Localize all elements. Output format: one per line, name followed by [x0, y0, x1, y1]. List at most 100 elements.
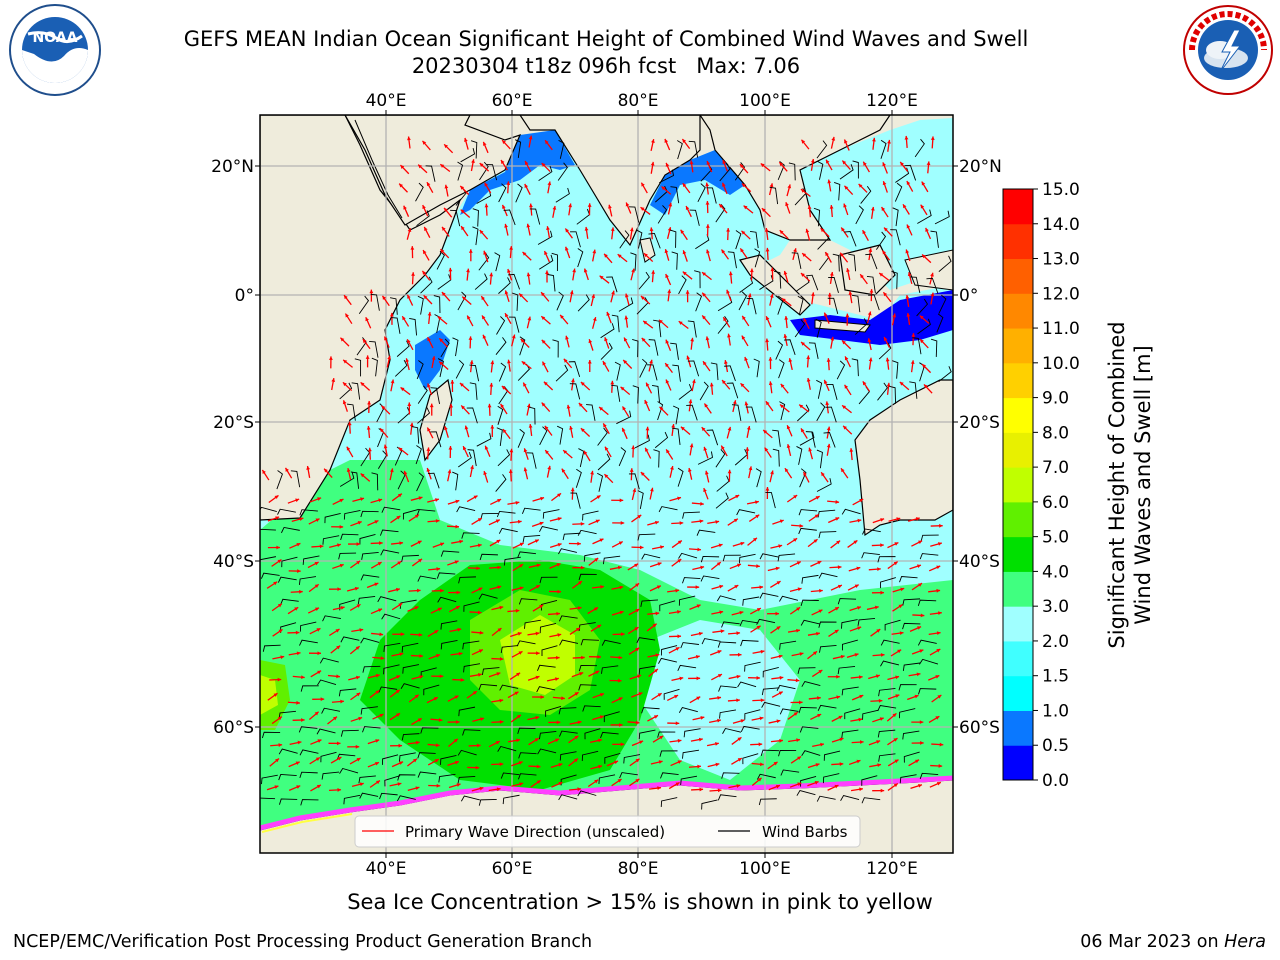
- wave-arrow-head: [868, 357, 873, 362]
- wave-arrow-head: [499, 698, 504, 703]
- wave-arrow-head: [374, 582, 379, 587]
- wind-barb: [415, 445, 422, 465]
- wave-arrow-head: [497, 499, 502, 503]
- wave-arrow-head: [296, 651, 301, 656]
- wave-arrow-head: [759, 716, 764, 721]
- wave-arrow-head: [921, 181, 926, 186]
- wave-arrow-head: [597, 738, 602, 743]
- wind-barb: [600, 731, 619, 739]
- colorbar-swatch: [1003, 189, 1033, 225]
- colorbar-swatch: [1003, 258, 1033, 294]
- wind-barb: [515, 183, 523, 203]
- wind-barb: [778, 750, 797, 757]
- wave-arrow-head: [858, 717, 863, 722]
- wave-arrow-head: [365, 355, 370, 359]
- wind-barb: [878, 688, 896, 697]
- wave-arrow-head: [590, 470, 595, 475]
- footer-host: Hera: [1224, 932, 1266, 952]
- wind-barb: [710, 362, 719, 381]
- wave-arrow-head: [557, 542, 562, 547]
- wind-barb: [361, 551, 379, 560]
- legend-wave-label: Primary Wave Direction (unscaled): [405, 823, 665, 841]
- wave-arrow-head: [649, 359, 653, 364]
- wave-arrow-head: [796, 607, 801, 611]
- wind-barb: [378, 686, 398, 693]
- wind-barb: [657, 731, 676, 738]
- wind-barb: [855, 205, 864, 225]
- wind-barb: [800, 619, 820, 626]
- wind-barb: [680, 642, 699, 649]
- wind-barb: [777, 553, 796, 562]
- map-frame: [259, 114, 954, 854]
- wave-arrow-head: [905, 295, 910, 299]
- wave-arrow-head: [624, 337, 628, 342]
- wave-arrow-head: [715, 520, 720, 524]
- wind-barb: [868, 294, 880, 311]
- wave-arrow-head: [447, 469, 452, 474]
- wind-barb: [417, 752, 436, 759]
- wave-arrow-head: [705, 201, 710, 205]
- wave-arrow-head: [764, 227, 769, 232]
- wave-arrow-head: [818, 669, 823, 674]
- wave-arrow-head: [496, 787, 501, 792]
- wind-barb: [340, 636, 360, 643]
- wave-arrow-head: [345, 313, 349, 318]
- wind-barb: [917, 639, 937, 646]
- wave-arrow-head: [817, 696, 821, 700]
- wave-arrow-head: [617, 254, 622, 258]
- wave-arrow-head: [342, 382, 347, 387]
- wave-arrow-head: [671, 424, 676, 428]
- wave-arrow-head: [395, 587, 400, 592]
- wind-barb: [719, 163, 731, 182]
- wind-barb: [744, 709, 761, 720]
- colorbar-tick-label: 8.0: [1042, 423, 1069, 443]
- wave-arrow-head: [696, 676, 701, 681]
- wind-barb: [300, 685, 319, 692]
- wind-barb: [358, 775, 376, 784]
- wave-arrow-head: [469, 360, 474, 365]
- wave-arrow-head: [379, 713, 384, 718]
- wave-arrow-head: [926, 161, 931, 166]
- wave-arrow-head: [862, 381, 867, 386]
- wave-arrow-head: [621, 427, 626, 432]
- wave-arrow-head: [773, 761, 778, 766]
- wave-arrow-head: [829, 205, 834, 209]
- wave-arrow-head: [604, 337, 608, 342]
- wave-arrow-head: [317, 739, 322, 743]
- wave-arrow-head: [776, 626, 781, 630]
- wave-arrow-head: [819, 588, 823, 593]
- wind-barb: [841, 508, 861, 515]
- wave-arrow-head: [440, 542, 445, 547]
- wave-arrow-head: [315, 757, 320, 761]
- wave-arrow-head: [839, 737, 844, 742]
- wave-arrow-head: [547, 465, 552, 470]
- wind-barb: [682, 749, 700, 759]
- wave-arrow-head: [295, 630, 300, 635]
- wave-arrow-head: [664, 249, 669, 254]
- wave-arrow-head: [360, 497, 365, 502]
- wave-arrow-head: [570, 487, 575, 492]
- wave-arrow-head: [796, 561, 801, 565]
- wave-arrow-head: [442, 226, 446, 231]
- wave-arrow-head: [808, 447, 813, 452]
- wave-arrow-head: [799, 404, 804, 409]
- map-legend: Primary Wave Direction (unscaled) Wind B…: [354, 815, 861, 848]
- wind-barb: [383, 664, 400, 675]
- wave-arrow-head: [800, 189, 805, 193]
- wind-barb: [411, 426, 420, 444]
- wave-arrow-head: [306, 466, 311, 470]
- wind-barb: [539, 622, 557, 634]
- wind-barb: [672, 427, 681, 446]
- lon-label-top-120e: 120°E: [866, 91, 918, 111]
- wave-arrow-head: [380, 656, 385, 661]
- wave-arrow-head: [657, 693, 662, 697]
- wind-barb: [559, 751, 577, 761]
- wave-arrow-head: [740, 541, 745, 546]
- wave-arrow-head: [911, 333, 916, 337]
- wave-arrow-head: [399, 761, 404, 765]
- wave-arrow-head: [736, 674, 741, 679]
- wind-barb: [902, 598, 921, 606]
- wave-arrow-head: [813, 539, 818, 543]
- wind-barb: [677, 140, 683, 160]
- wind-barb: [791, 252, 802, 269]
